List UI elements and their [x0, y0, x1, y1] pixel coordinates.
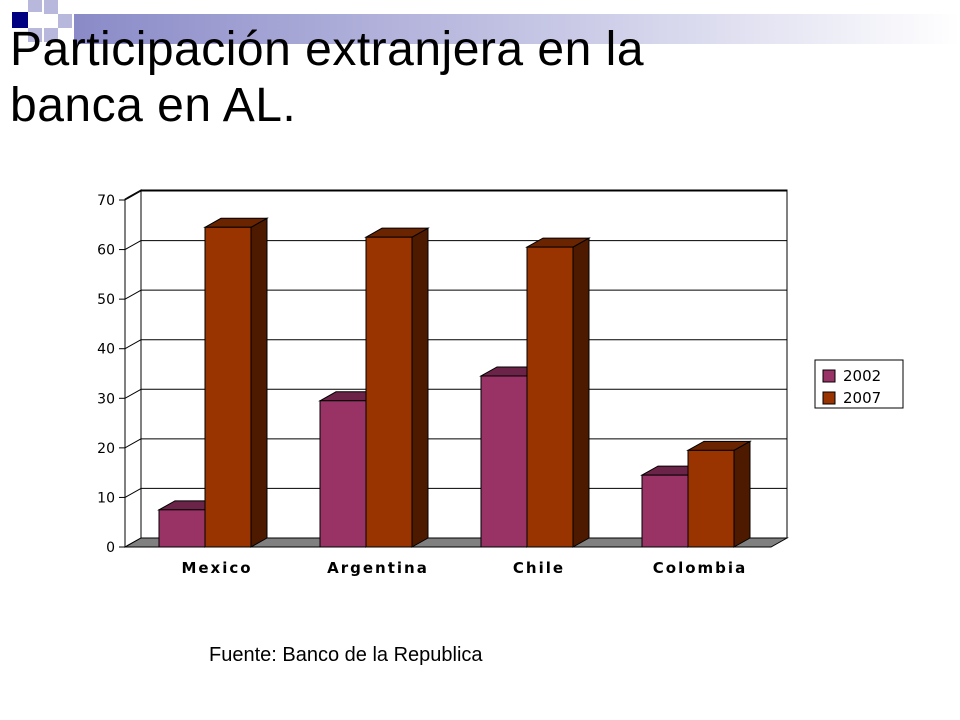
bar-2007 — [687, 449, 735, 548]
bar-2007 — [204, 226, 252, 548]
y-tick-label: 0 — [106, 540, 115, 556]
deco-square — [44, 28, 58, 42]
gridline-side — [124, 487, 142, 498]
gridline-side — [124, 240, 142, 251]
y-tick-label: 10 — [97, 490, 115, 506]
title-band — [74, 14, 960, 44]
x-tick-label: Argentina — [327, 559, 429, 577]
y-tick-label: 60 — [97, 243, 115, 259]
y-tick-label: 50 — [97, 292, 115, 308]
y-tick-label: 40 — [97, 342, 115, 358]
x-tick-label: Chile — [513, 559, 565, 577]
title-decoration — [12, 0, 960, 44]
legend-swatch — [822, 369, 836, 383]
legend-swatch — [822, 391, 836, 405]
title-line-1: Participación extranjera en la — [10, 23, 645, 76]
bar-2002 — [641, 474, 689, 548]
y-tick-label: 30 — [97, 391, 115, 407]
deco-square — [28, 0, 42, 12]
y-tick-label: 70 — [97, 193, 115, 209]
gridline-side — [124, 289, 142, 300]
bar-2002 — [480, 375, 528, 548]
deco-square — [44, 0, 58, 14]
gridline-side — [124, 438, 142, 449]
deco-square — [58, 14, 72, 28]
bar-side-2007 — [572, 237, 590, 548]
bar-2007 — [526, 246, 574, 548]
gridline-side — [124, 339, 142, 350]
source-note: Fuente: Banco de la Republica — [209, 644, 483, 666]
gridline-side — [124, 388, 142, 399]
bar-2002 — [158, 509, 206, 548]
legend-label: 2007 — [843, 389, 881, 407]
bar-side-2007 — [411, 227, 429, 548]
bar-2002 — [319, 400, 367, 548]
y-tick-label: 20 — [97, 441, 115, 457]
legend-label: 2002 — [843, 367, 881, 385]
deco-square — [12, 12, 28, 28]
bar-side-2007 — [733, 440, 751, 548]
x-tick-label: Mexico — [181, 559, 252, 577]
gridline-side — [124, 190, 142, 201]
bar-side-2007 — [250, 217, 268, 548]
bar-2007 — [365, 236, 413, 548]
deco-square — [28, 28, 42, 42]
bar-chart: 0 10 20 30 40 50 60 70 Mexico Argentina Chile Colom… — [97, 189, 904, 577]
title-line-2: banca en AL. — [10, 79, 297, 132]
slide-title: Participación extranjera en la banca en … — [10, 22, 644, 134]
x-tick-label: Colombia — [653, 559, 747, 577]
